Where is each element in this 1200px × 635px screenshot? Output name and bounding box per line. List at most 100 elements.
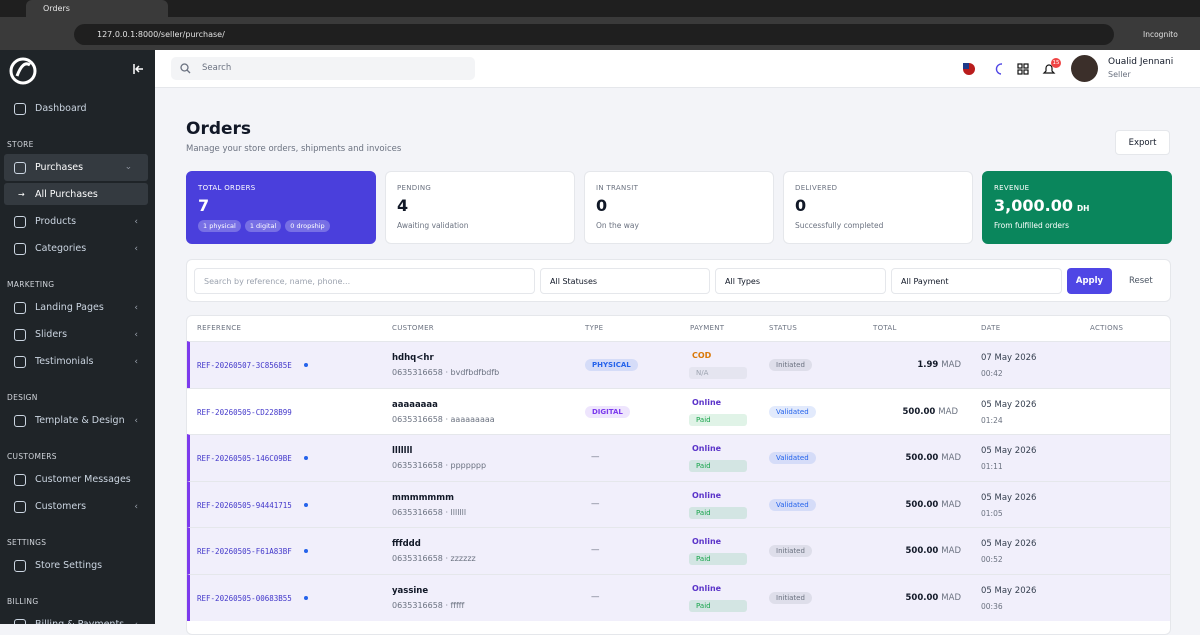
column-header: TYPE bbox=[585, 324, 604, 332]
order-total: 500.00 MAD bbox=[905, 500, 961, 510]
total-currency: MAD bbox=[941, 453, 961, 464]
payment-select[interactable]: All Payment bbox=[891, 268, 1062, 294]
stat-tag: 1 digital bbox=[244, 220, 282, 232]
order-row[interactable]: REF-20260505-F61A83BF fffddd 0635316658 · … bbox=[187, 527, 1170, 574]
nav-icon bbox=[14, 102, 26, 115]
nav-subitem[interactable]: → All Purchases bbox=[4, 183, 148, 205]
stat-number: 0 bbox=[596, 196, 608, 215]
total-currency: MAD bbox=[938, 406, 958, 417]
order-date: 05 May 2026 bbox=[981, 492, 1037, 503]
nav-item[interactable]: Billing & Payments ‹ bbox=[0, 611, 155, 624]
collapse-button[interactable] bbox=[132, 63, 144, 75]
filter-search[interactable]: Search by reference, name, phone... bbox=[194, 268, 535, 294]
order-row[interactable]: REF-20260507-3C85685E hdhq<hr 0635316658 ·… bbox=[187, 341, 1170, 388]
type-empty: — bbox=[591, 545, 600, 556]
nav-label: Store Settings bbox=[35, 560, 103, 571]
nav-icon bbox=[14, 242, 26, 255]
stat-tags: 1 physical 1 digital 0 dropship bbox=[198, 220, 364, 232]
avatar[interactable] bbox=[1071, 55, 1098, 82]
nav-icon bbox=[14, 328, 26, 341]
order-total: 500.00 MAD bbox=[905, 453, 961, 463]
nav-item[interactable]: Testimonials ‹ bbox=[0, 348, 155, 375]
chevron: ‹ bbox=[134, 243, 138, 254]
apply-button[interactable]: Apply bbox=[1067, 268, 1112, 294]
search-field[interactable]: Search bbox=[171, 57, 475, 80]
status-badge: Initiated bbox=[769, 545, 812, 558]
order-reference: REF-20260505-146C09BE bbox=[197, 454, 292, 464]
nav-label: Template & Design bbox=[35, 415, 125, 426]
nav-item[interactable]: Purchases ‹ bbox=[4, 154, 148, 181]
column-header: DATE bbox=[981, 324, 1001, 332]
topbar-icons[interactable] bbox=[962, 62, 1062, 76]
total-amount: 500.00 bbox=[905, 546, 939, 557]
stat-number: 3,000.00 bbox=[994, 196, 1073, 215]
stat-note: Successfully completed bbox=[795, 221, 884, 230]
user-name: Oualid Jennani bbox=[1108, 57, 1174, 67]
status-badge: Validated bbox=[769, 452, 816, 465]
unread-dot bbox=[304, 502, 308, 507]
nav-item[interactable]: Landing Pages ‹ bbox=[0, 294, 155, 321]
order-row[interactable]: REF-20260505-146C09BE lllllll 0635316658 ·… bbox=[187, 434, 1170, 481]
status-select[interactable]: All Statuses bbox=[540, 268, 710, 294]
nav-icon bbox=[14, 355, 26, 368]
nav-item[interactable]: Customers ‹ bbox=[0, 493, 155, 520]
type-select[interactable]: All Types bbox=[715, 268, 886, 294]
address-field[interactable]: 127.0.0.1:8000/seller/purchase/ bbox=[74, 24, 1114, 45]
type-empty: — bbox=[591, 452, 600, 463]
customer-contact: 0635316658 · bvdfbdfbdfb bbox=[392, 368, 500, 377]
order-reference: REF-20260505-00683B55 bbox=[197, 594, 292, 603]
order-date: 05 May 2026 bbox=[981, 399, 1037, 410]
order-time: 00:36 bbox=[981, 602, 1003, 611]
nav-item[interactable]: Products ‹ bbox=[0, 208, 155, 235]
nav-item[interactable]: Sliders ‹ bbox=[0, 321, 155, 348]
chevron: ‹ bbox=[134, 302, 138, 313]
payment-status: Paid bbox=[689, 553, 747, 566]
payment-method: Online bbox=[692, 397, 722, 407]
user-role: Seller bbox=[1108, 70, 1131, 79]
order-date: 05 May 2026 bbox=[981, 586, 1037, 596]
customer-name: lllllll bbox=[392, 446, 413, 457]
order-reference: REF-20260505-94441715 bbox=[197, 500, 292, 510]
chevron: ‹ bbox=[134, 329, 138, 340]
nav-icon bbox=[14, 414, 26, 427]
stat-value: 0 bbox=[795, 196, 961, 215]
stat-note: On the way bbox=[596, 221, 639, 230]
payment-status: Paid bbox=[689, 413, 747, 426]
total-currency: MAD bbox=[941, 593, 961, 603]
nav-label: Customers bbox=[35, 501, 87, 512]
order-reference: REF-20260505-F61A83BF bbox=[197, 547, 292, 557]
nav-item[interactable]: Customer Messages bbox=[0, 466, 155, 493]
type-empty: — bbox=[591, 498, 600, 509]
nav-item[interactable]: Categories ‹ bbox=[0, 235, 155, 262]
payment-method: Online bbox=[692, 490, 722, 500]
browser-tab[interactable]: Orders bbox=[26, 0, 168, 17]
order-row[interactable]: REF-20260505-94441715 mmmmmmm 0635316658 ·… bbox=[187, 480, 1170, 528]
column-header: ACTIONS bbox=[1090, 324, 1124, 332]
nav-label: Dashboard bbox=[35, 103, 87, 114]
nav-label: Landing Pages bbox=[35, 302, 104, 313]
order-date: 07 May 2026 bbox=[981, 353, 1037, 363]
order-time: 00:42 bbox=[981, 369, 1003, 378]
order-row[interactable]: REF-20260505-00683B55 yassine 0635316658 ·… bbox=[187, 574, 1170, 621]
order-total: 500.00 MAD bbox=[902, 407, 958, 417]
reset-button[interactable]: Reset bbox=[1129, 276, 1153, 286]
nav-item[interactable]: Dashboard bbox=[0, 95, 155, 122]
export-button[interactable]: Export bbox=[1115, 130, 1170, 155]
unread-dot bbox=[304, 363, 308, 367]
order-row[interactable]: REF-20260505-CD228B99 aaaaaaaa 0635316658 … bbox=[187, 387, 1170, 435]
search-icon bbox=[180, 63, 191, 74]
type-badge: DIGITAL bbox=[585, 405, 630, 418]
customer-contact: 0635316658 · aaaaaaaaa bbox=[392, 414, 495, 424]
payment-method: COD bbox=[692, 351, 712, 360]
nav-icon bbox=[14, 301, 26, 314]
nav-section-title: MARKETING bbox=[7, 280, 55, 289]
stat-card: TOTAL ORDERS 7 1 physical 1 digital 0 dropsh… bbox=[186, 171, 376, 244]
order-date: 05 May 2026 bbox=[981, 539, 1037, 550]
stat-label: IN TRANSIT bbox=[596, 184, 639, 192]
status-badge: Validated bbox=[769, 405, 816, 418]
nav-item[interactable]: Template & Design ‹ bbox=[0, 407, 155, 434]
stat-value: 0 bbox=[596, 196, 762, 215]
stat-tag: 1 physical bbox=[198, 220, 241, 232]
nav-icon bbox=[14, 618, 26, 624]
nav-item[interactable]: Store Settings bbox=[0, 552, 155, 579]
